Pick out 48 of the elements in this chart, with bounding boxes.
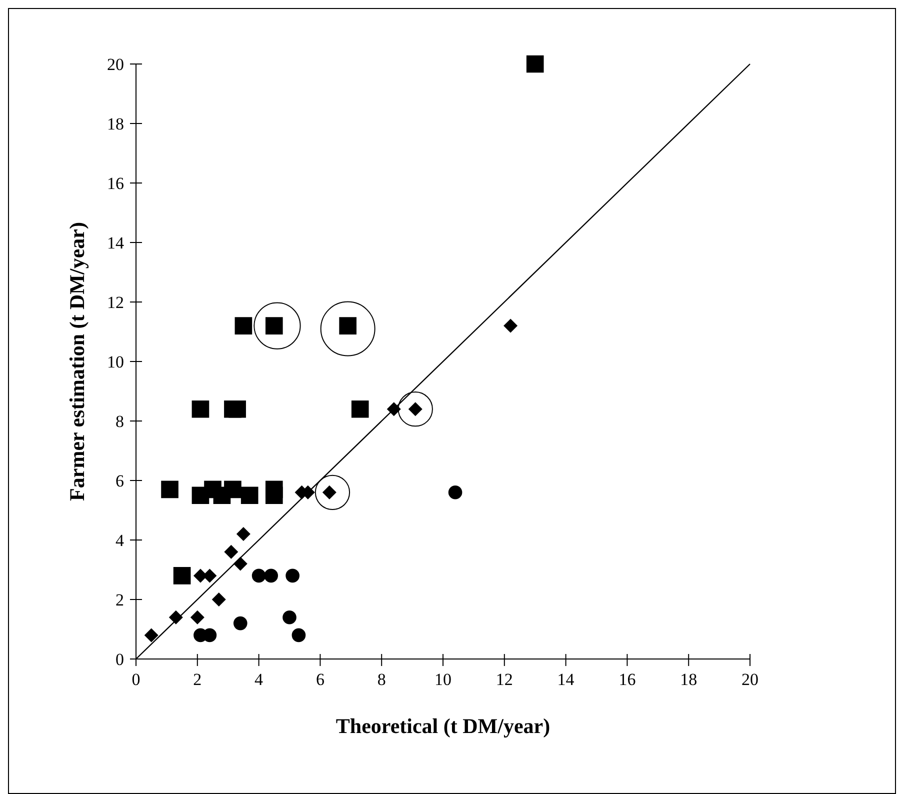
y-tick-label: 16 xyxy=(107,174,124,193)
x-tick-label: 4 xyxy=(254,670,264,689)
x-tick-label: 14 xyxy=(557,670,575,689)
point xyxy=(286,568,300,583)
y-tick-label: 6 xyxy=(116,472,124,490)
y-tick-label: 2 xyxy=(116,590,124,610)
x-tick-label: 10 xyxy=(434,670,452,689)
x-tick-label: 16 xyxy=(618,670,636,689)
y-tick-label: 12 xyxy=(107,293,124,312)
y-tick-label: 0 xyxy=(116,650,124,669)
point xyxy=(233,616,248,630)
y-tick-label: 8 xyxy=(116,412,124,431)
y-tick-label: 18 xyxy=(107,114,124,134)
point xyxy=(224,544,238,559)
point xyxy=(526,55,544,73)
point xyxy=(282,610,296,624)
point xyxy=(351,400,369,418)
y-tick-label: 4 xyxy=(116,531,124,550)
x-tick-label: 0 xyxy=(132,670,140,689)
point xyxy=(192,400,210,418)
y-axis-title: Farmer estimation (t DM/year) xyxy=(65,222,89,501)
point xyxy=(213,486,231,504)
point xyxy=(173,567,191,584)
point xyxy=(228,400,246,418)
point xyxy=(192,486,210,504)
x-tick-label: 20 xyxy=(742,670,758,689)
point xyxy=(161,480,178,498)
point xyxy=(234,317,252,334)
point xyxy=(144,628,158,642)
x-tick-label: 12 xyxy=(496,670,513,689)
point xyxy=(448,486,462,500)
point xyxy=(504,318,518,333)
y-tick-label: 14 xyxy=(107,234,124,252)
x-tick-label: 8 xyxy=(377,670,386,689)
point xyxy=(190,610,204,624)
x-axis-title: Theoretical (t DM/year) xyxy=(336,714,550,738)
x-tick-label: 6 xyxy=(316,670,324,689)
point xyxy=(292,628,306,642)
point xyxy=(264,568,278,583)
point xyxy=(240,486,258,504)
x-tick-label: 18 xyxy=(680,670,698,689)
x-tick-label: 2 xyxy=(193,670,202,689)
y-tick-label: 10 xyxy=(107,352,124,372)
point xyxy=(252,568,266,583)
y-tick-label: 20 xyxy=(107,55,124,74)
point xyxy=(236,527,250,542)
point xyxy=(212,592,226,606)
point xyxy=(265,486,283,504)
